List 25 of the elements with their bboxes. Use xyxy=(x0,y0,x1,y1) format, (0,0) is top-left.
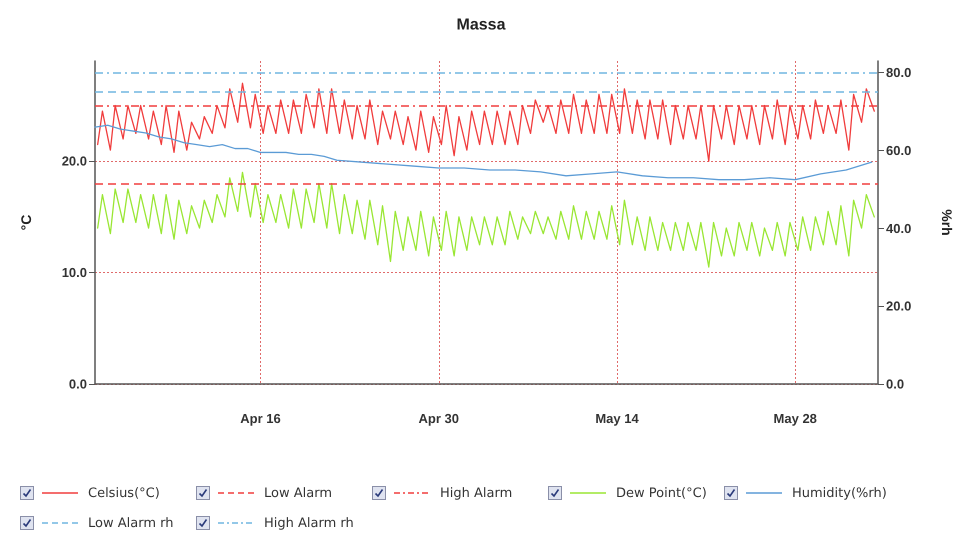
x-tick-label: Apr 16 xyxy=(240,411,281,426)
y-tick-label: 10.0 xyxy=(62,265,87,280)
x-tick-label: May 28 xyxy=(774,411,817,426)
y2-tick-label: 0.0 xyxy=(886,376,904,392)
line-series xyxy=(97,172,875,268)
line-series xyxy=(94,124,872,180)
legend-label: Low Alarm xyxy=(264,486,332,500)
x-tick-label: Apr 30 xyxy=(418,411,459,426)
y-tick-label: 20.0 xyxy=(62,154,87,169)
chart-title: Massa xyxy=(456,16,506,34)
legend-label: Low Alarm rh xyxy=(88,516,174,530)
x-tick-label: May 14 xyxy=(595,411,640,426)
legend-label: High Alarm rh xyxy=(264,516,354,530)
y2-tick-label: 60.0 xyxy=(886,143,912,158)
legend-label: Celsius(°C) xyxy=(88,486,160,500)
y2-tick-label: 40.0 xyxy=(886,220,912,236)
line-series xyxy=(97,82,875,162)
y-axis-title: °C xyxy=(18,214,34,230)
legend-label: High Alarm xyxy=(440,486,512,500)
legend-label: Dew Point(°C) xyxy=(616,486,707,500)
y2-tick-label: 80.0 xyxy=(886,65,912,80)
legend-label: Humidity(%rh) xyxy=(792,486,887,500)
y-tick-label: 0.0 xyxy=(68,376,87,392)
y2-axis-title: %rh xyxy=(939,209,955,236)
y2-tick-label: 20.0 xyxy=(886,298,912,314)
